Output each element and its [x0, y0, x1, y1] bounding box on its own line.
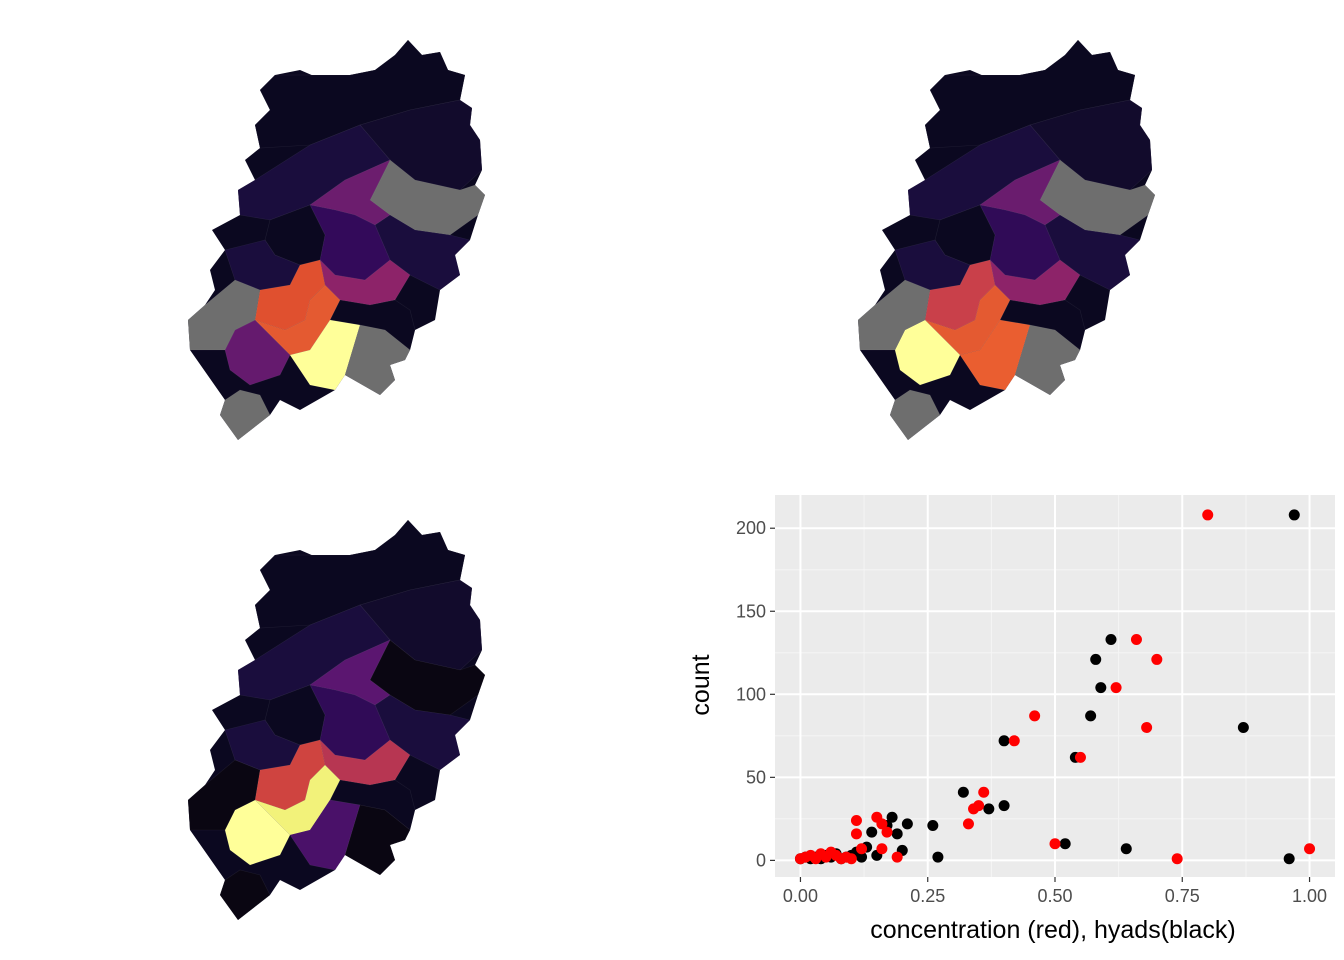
concentration-point	[1110, 682, 1122, 694]
map-region	[224, 319, 291, 386]
grid-major	[775, 495, 1335, 877]
map-svg	[187, 39, 486, 441]
concentration-point	[1049, 838, 1061, 850]
hyads-point	[886, 811, 898, 823]
choropleth-map-2	[830, 30, 1170, 450]
concentration-point	[962, 818, 974, 830]
choropleth-map-1	[160, 30, 500, 450]
hyads-point	[1120, 843, 1132, 855]
choropleth-map-3	[160, 510, 500, 930]
hyads-point	[1283, 853, 1295, 865]
y-axis-label: count	[687, 654, 715, 715]
x-axis-label: concentration (red), hyads(black)	[870, 916, 1235, 944]
concentration-point	[1029, 710, 1041, 722]
hyads-point	[866, 826, 878, 838]
concentration-point	[876, 843, 888, 855]
map-region	[857, 279, 931, 351]
hyads-point	[957, 786, 969, 798]
map-region	[187, 759, 261, 831]
map-region	[1044, 214, 1141, 291]
map-region	[224, 799, 291, 866]
map-region	[1029, 99, 1153, 191]
y-tick-label: 200	[736, 518, 766, 538]
map-region	[254, 519, 466, 629]
y-tick-label: 150	[736, 601, 766, 621]
scatter-chart: 0.00 0.25 0.50 0.75 1.00 0 50 100 150 200 concent…	[680, 480, 1340, 950]
concentration-point	[856, 843, 868, 855]
map-region	[374, 214, 471, 291]
x-tick-label: 0.25	[910, 886, 945, 906]
hyads-point	[1085, 710, 1097, 722]
concentration-point	[891, 851, 903, 863]
map-region	[187, 279, 261, 351]
y-tick-label: 100	[736, 684, 766, 704]
map-region	[344, 804, 411, 876]
concentration-point	[1130, 633, 1142, 645]
y-tick-label: 0	[756, 850, 766, 870]
concentration-point	[1008, 735, 1020, 747]
map-region	[344, 324, 411, 396]
map-region	[219, 389, 271, 441]
map-region	[359, 99, 483, 191]
concentration-point	[876, 818, 888, 830]
hyads-point	[1095, 682, 1107, 694]
map-region	[254, 39, 466, 149]
map-region	[359, 579, 483, 671]
concentration-point	[973, 800, 985, 812]
concentration-point	[845, 853, 857, 865]
map-region	[1014, 324, 1081, 396]
map-region	[219, 869, 271, 921]
hyads-point	[891, 828, 903, 840]
concentration-point	[850, 828, 862, 840]
concentration-point	[1171, 853, 1183, 865]
hyads-point	[998, 735, 1010, 747]
hyads-point	[1237, 722, 1249, 734]
x-tick-label: 0.50	[1037, 886, 1072, 906]
hyads-point	[1059, 838, 1071, 850]
data-points	[794, 509, 1316, 865]
map-region	[374, 694, 471, 771]
map-region	[889, 389, 941, 441]
x-tick-label: 1.00	[1292, 886, 1327, 906]
hyads-point	[1090, 653, 1102, 665]
x-tick-label: 0.00	[783, 886, 818, 906]
scatter-plot-svg: 0.00 0.25 0.50 0.75 1.00 0 50 100 150 200 concent…	[687, 495, 1335, 944]
concentration-point	[1202, 509, 1214, 521]
hyads-point	[927, 820, 939, 832]
map-svg	[187, 519, 486, 921]
concentration-point	[1074, 751, 1086, 763]
axes: 0.00 0.25 0.50 0.75 1.00 0 50 100 150 200	[736, 518, 1327, 906]
hyads-point	[901, 818, 913, 830]
concentration-point	[978, 786, 990, 798]
hyads-point	[932, 851, 944, 863]
hyads-point	[1105, 633, 1117, 645]
concentration-point	[1141, 722, 1153, 734]
hyads-point	[983, 803, 995, 815]
y-tick-label: 50	[746, 767, 766, 787]
hyads-point	[998, 800, 1010, 812]
concentration-point	[1151, 653, 1163, 665]
concentration-point	[881, 826, 893, 838]
concentration-point	[850, 815, 862, 827]
map-region	[894, 319, 961, 386]
hyads-point	[1288, 509, 1300, 521]
concentration-point	[1304, 843, 1316, 855]
hyads-point	[856, 851, 868, 863]
x-tick-label: 0.75	[1165, 886, 1200, 906]
map-region	[924, 39, 1136, 149]
map-svg	[857, 39, 1156, 441]
